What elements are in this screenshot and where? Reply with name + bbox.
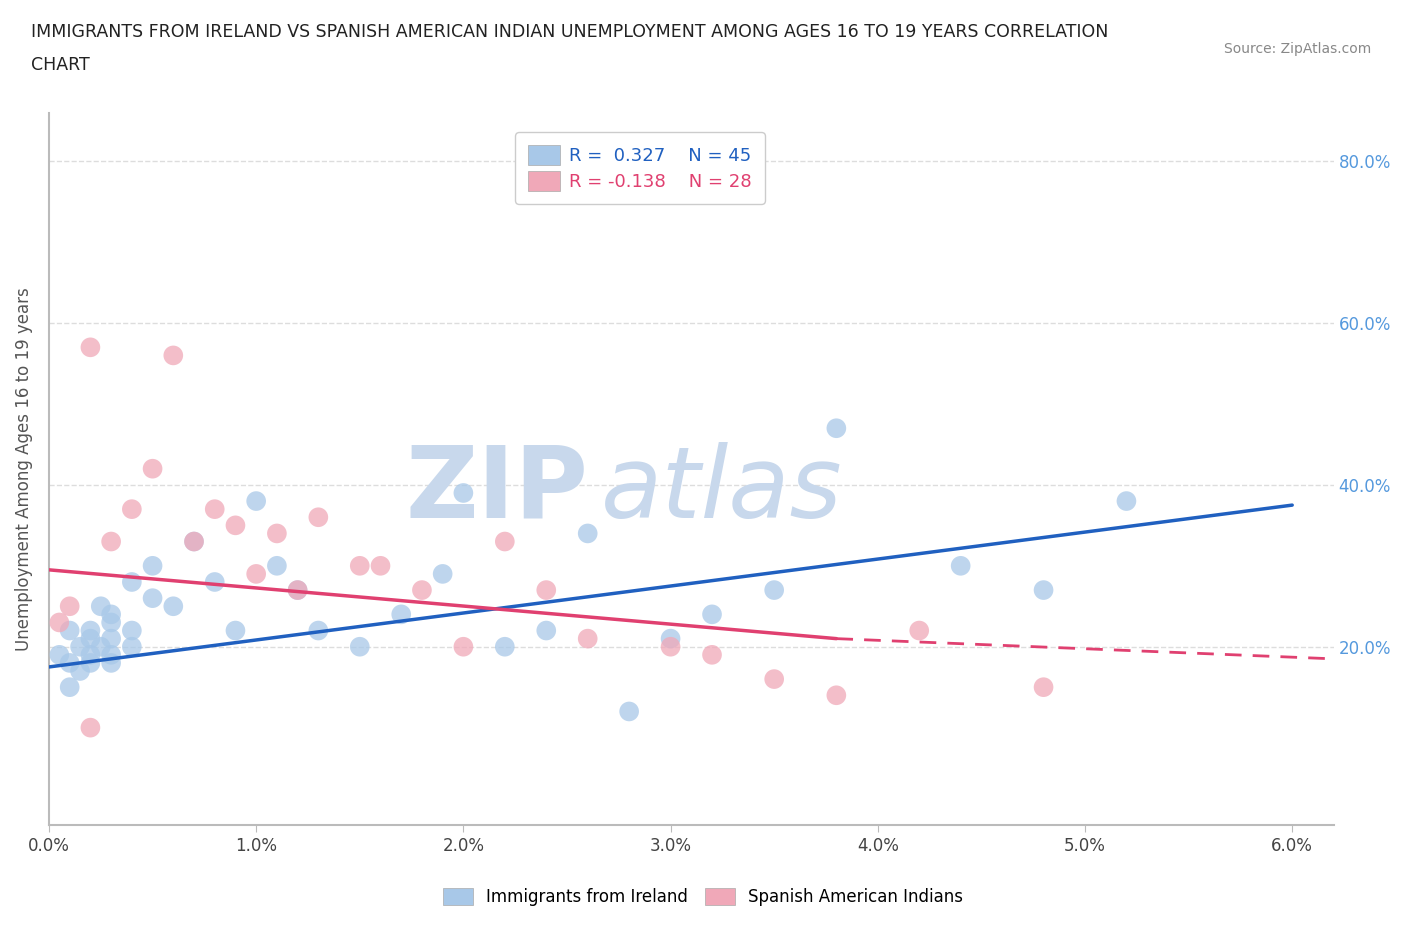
Point — [142, 558, 165, 573]
Point — [432, 566, 454, 581]
Legend: Immigrants from Ireland, Spanish American Indians: Immigrants from Ireland, Spanish America… — [436, 881, 970, 912]
Text: CHART: CHART — [31, 56, 90, 73]
Point — [700, 647, 723, 662]
Point — [79, 623, 101, 638]
Point — [90, 599, 112, 614]
Point — [224, 518, 246, 533]
Point — [370, 558, 392, 573]
Point — [69, 664, 91, 679]
Point — [245, 566, 267, 581]
Point — [349, 639, 371, 654]
Point — [183, 534, 205, 549]
Point — [1115, 494, 1137, 509]
Point — [59, 623, 82, 638]
Point — [121, 639, 143, 654]
Point — [48, 615, 70, 630]
Point — [204, 501, 226, 516]
Point — [224, 623, 246, 638]
Point — [389, 607, 412, 622]
Point — [576, 631, 599, 646]
Point — [59, 680, 82, 695]
Point — [453, 485, 475, 500]
Point — [411, 582, 433, 597]
Point — [825, 688, 848, 703]
Point — [59, 599, 82, 614]
Point — [349, 558, 371, 573]
Point — [536, 623, 558, 638]
Point — [266, 526, 288, 541]
Point — [100, 607, 122, 622]
Point — [100, 534, 122, 549]
Point — [100, 656, 122, 671]
Legend: R =  0.327    N = 45, R = -0.138    N = 28: R = 0.327 N = 45, R = -0.138 N = 28 — [515, 132, 765, 204]
Point — [453, 639, 475, 654]
Point — [763, 582, 786, 597]
Point — [100, 647, 122, 662]
Point — [908, 623, 931, 638]
Point — [700, 607, 723, 622]
Point — [536, 582, 558, 597]
Y-axis label: Unemployment Among Ages 16 to 19 years: Unemployment Among Ages 16 to 19 years — [15, 286, 32, 651]
Point — [307, 623, 329, 638]
Point — [69, 639, 91, 654]
Point — [121, 623, 143, 638]
Point — [1032, 680, 1054, 695]
Point — [659, 631, 682, 646]
Point — [79, 631, 101, 646]
Text: IMMIGRANTS FROM IRELAND VS SPANISH AMERICAN INDIAN UNEMPLOYMENT AMONG AGES 16 TO: IMMIGRANTS FROM IRELAND VS SPANISH AMERI… — [31, 23, 1108, 41]
Point — [79, 647, 101, 662]
Point — [1032, 582, 1054, 597]
Point — [617, 704, 640, 719]
Point — [659, 639, 682, 654]
Point — [494, 639, 516, 654]
Point — [494, 534, 516, 549]
Point — [949, 558, 972, 573]
Point — [287, 582, 309, 597]
Text: ZIP: ZIP — [406, 442, 589, 538]
Point — [162, 348, 184, 363]
Point — [142, 591, 165, 605]
Point — [100, 615, 122, 630]
Text: Source: ZipAtlas.com: Source: ZipAtlas.com — [1223, 42, 1371, 56]
Point — [48, 647, 70, 662]
Point — [90, 639, 112, 654]
Point — [162, 599, 184, 614]
Point — [121, 501, 143, 516]
Point — [266, 558, 288, 573]
Point — [142, 461, 165, 476]
Point — [204, 575, 226, 590]
Point — [825, 420, 848, 435]
Point — [763, 671, 786, 686]
Point — [307, 510, 329, 525]
Point — [79, 656, 101, 671]
Point — [79, 720, 101, 735]
Point — [121, 575, 143, 590]
Text: atlas: atlas — [602, 442, 844, 538]
Point — [100, 631, 122, 646]
Point — [79, 339, 101, 354]
Point — [287, 582, 309, 597]
Point — [576, 526, 599, 541]
Point — [245, 494, 267, 509]
Point — [59, 656, 82, 671]
Point — [183, 534, 205, 549]
